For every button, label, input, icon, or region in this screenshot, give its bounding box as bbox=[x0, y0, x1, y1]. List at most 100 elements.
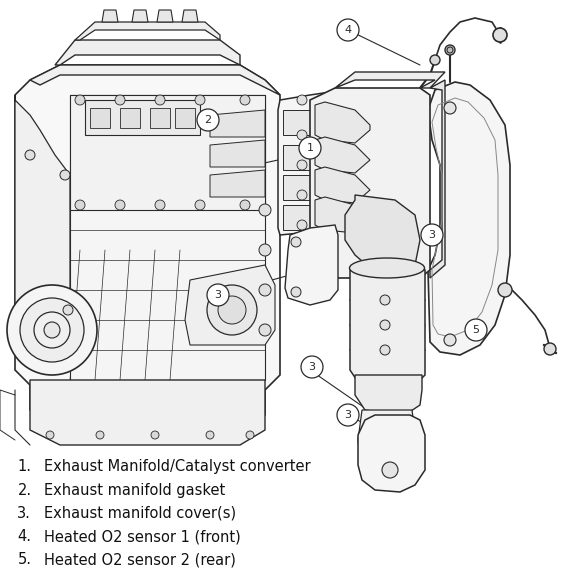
Bar bbox=[120, 108, 140, 128]
Bar bbox=[90, 108, 110, 128]
Circle shape bbox=[317, 160, 327, 170]
Polygon shape bbox=[430, 80, 445, 278]
Polygon shape bbox=[185, 265, 275, 345]
Bar bbox=[283, 110, 325, 135]
Text: 5.: 5. bbox=[17, 552, 31, 567]
Circle shape bbox=[444, 334, 456, 346]
Polygon shape bbox=[315, 102, 370, 143]
Circle shape bbox=[7, 285, 97, 375]
Circle shape bbox=[34, 312, 70, 348]
Polygon shape bbox=[70, 95, 265, 380]
Bar bbox=[283, 175, 325, 200]
Text: 3: 3 bbox=[309, 362, 316, 372]
Circle shape bbox=[63, 305, 73, 315]
Circle shape bbox=[493, 28, 507, 42]
Circle shape bbox=[445, 45, 455, 55]
Circle shape bbox=[297, 130, 307, 140]
Bar bbox=[150, 108, 170, 128]
Circle shape bbox=[60, 170, 70, 180]
Circle shape bbox=[317, 130, 327, 140]
Circle shape bbox=[317, 220, 327, 230]
Polygon shape bbox=[350, 270, 425, 395]
Circle shape bbox=[25, 150, 35, 160]
Circle shape bbox=[195, 200, 205, 210]
Text: Heated O2 sensor 2 (rear): Heated O2 sensor 2 (rear) bbox=[44, 552, 235, 567]
Polygon shape bbox=[15, 95, 70, 335]
Bar bbox=[283, 205, 325, 230]
Polygon shape bbox=[70, 95, 265, 210]
Circle shape bbox=[421, 224, 443, 246]
Circle shape bbox=[155, 95, 165, 105]
Text: Heated O2 sensor 1 (front): Heated O2 sensor 1 (front) bbox=[44, 529, 240, 544]
Polygon shape bbox=[315, 137, 370, 173]
Polygon shape bbox=[55, 40, 240, 65]
Circle shape bbox=[20, 298, 84, 362]
Text: 2.: 2. bbox=[17, 483, 31, 498]
Polygon shape bbox=[30, 380, 265, 445]
Text: 3: 3 bbox=[429, 230, 436, 240]
Circle shape bbox=[259, 324, 271, 336]
Circle shape bbox=[299, 137, 321, 159]
Circle shape bbox=[195, 95, 205, 105]
Polygon shape bbox=[182, 10, 198, 22]
Circle shape bbox=[382, 462, 398, 478]
Circle shape bbox=[317, 95, 327, 105]
Text: 3: 3 bbox=[215, 290, 222, 300]
Polygon shape bbox=[358, 410, 416, 470]
Text: 1.: 1. bbox=[17, 459, 31, 474]
Polygon shape bbox=[358, 415, 425, 492]
Polygon shape bbox=[132, 10, 148, 22]
Circle shape bbox=[155, 200, 165, 210]
Polygon shape bbox=[102, 10, 118, 22]
Circle shape bbox=[75, 95, 85, 105]
Circle shape bbox=[197, 109, 219, 131]
Polygon shape bbox=[75, 22, 220, 40]
Ellipse shape bbox=[350, 258, 425, 278]
Text: 4: 4 bbox=[345, 25, 351, 35]
Polygon shape bbox=[15, 65, 280, 430]
Circle shape bbox=[115, 95, 125, 105]
Polygon shape bbox=[315, 197, 370, 233]
Text: 1: 1 bbox=[306, 143, 314, 153]
Bar bbox=[283, 145, 325, 170]
Text: 4.: 4. bbox=[17, 529, 31, 544]
Circle shape bbox=[218, 296, 246, 324]
Circle shape bbox=[544, 343, 556, 355]
Circle shape bbox=[291, 287, 301, 297]
Circle shape bbox=[380, 345, 390, 355]
Circle shape bbox=[115, 200, 125, 210]
Text: Exhaust Manifold/Catalyst converter: Exhaust Manifold/Catalyst converter bbox=[44, 459, 310, 474]
Polygon shape bbox=[210, 110, 265, 137]
Circle shape bbox=[44, 322, 60, 338]
Circle shape bbox=[297, 160, 307, 170]
Circle shape bbox=[444, 102, 456, 114]
Circle shape bbox=[259, 284, 271, 296]
Polygon shape bbox=[278, 92, 332, 235]
Circle shape bbox=[337, 404, 359, 426]
Text: 5: 5 bbox=[473, 325, 480, 335]
Circle shape bbox=[317, 190, 327, 200]
Circle shape bbox=[498, 283, 512, 297]
Polygon shape bbox=[210, 140, 265, 167]
Text: Exhaust manifold cover(s): Exhaust manifold cover(s) bbox=[44, 506, 235, 521]
Text: 3: 3 bbox=[345, 410, 351, 420]
Circle shape bbox=[151, 431, 159, 439]
Circle shape bbox=[380, 320, 390, 330]
Circle shape bbox=[207, 285, 257, 335]
Polygon shape bbox=[318, 220, 345, 250]
Polygon shape bbox=[345, 195, 420, 272]
Circle shape bbox=[337, 19, 359, 41]
Text: 3.: 3. bbox=[17, 506, 31, 521]
Polygon shape bbox=[315, 167, 370, 203]
Circle shape bbox=[259, 204, 271, 216]
Circle shape bbox=[297, 190, 307, 200]
Circle shape bbox=[301, 356, 323, 378]
Text: 2: 2 bbox=[204, 115, 212, 125]
Text: Exhaust manifold gasket: Exhaust manifold gasket bbox=[44, 483, 225, 498]
Circle shape bbox=[291, 237, 301, 247]
Circle shape bbox=[46, 431, 54, 439]
Polygon shape bbox=[157, 10, 173, 22]
Circle shape bbox=[430, 55, 440, 65]
Circle shape bbox=[75, 200, 85, 210]
Circle shape bbox=[240, 200, 250, 210]
